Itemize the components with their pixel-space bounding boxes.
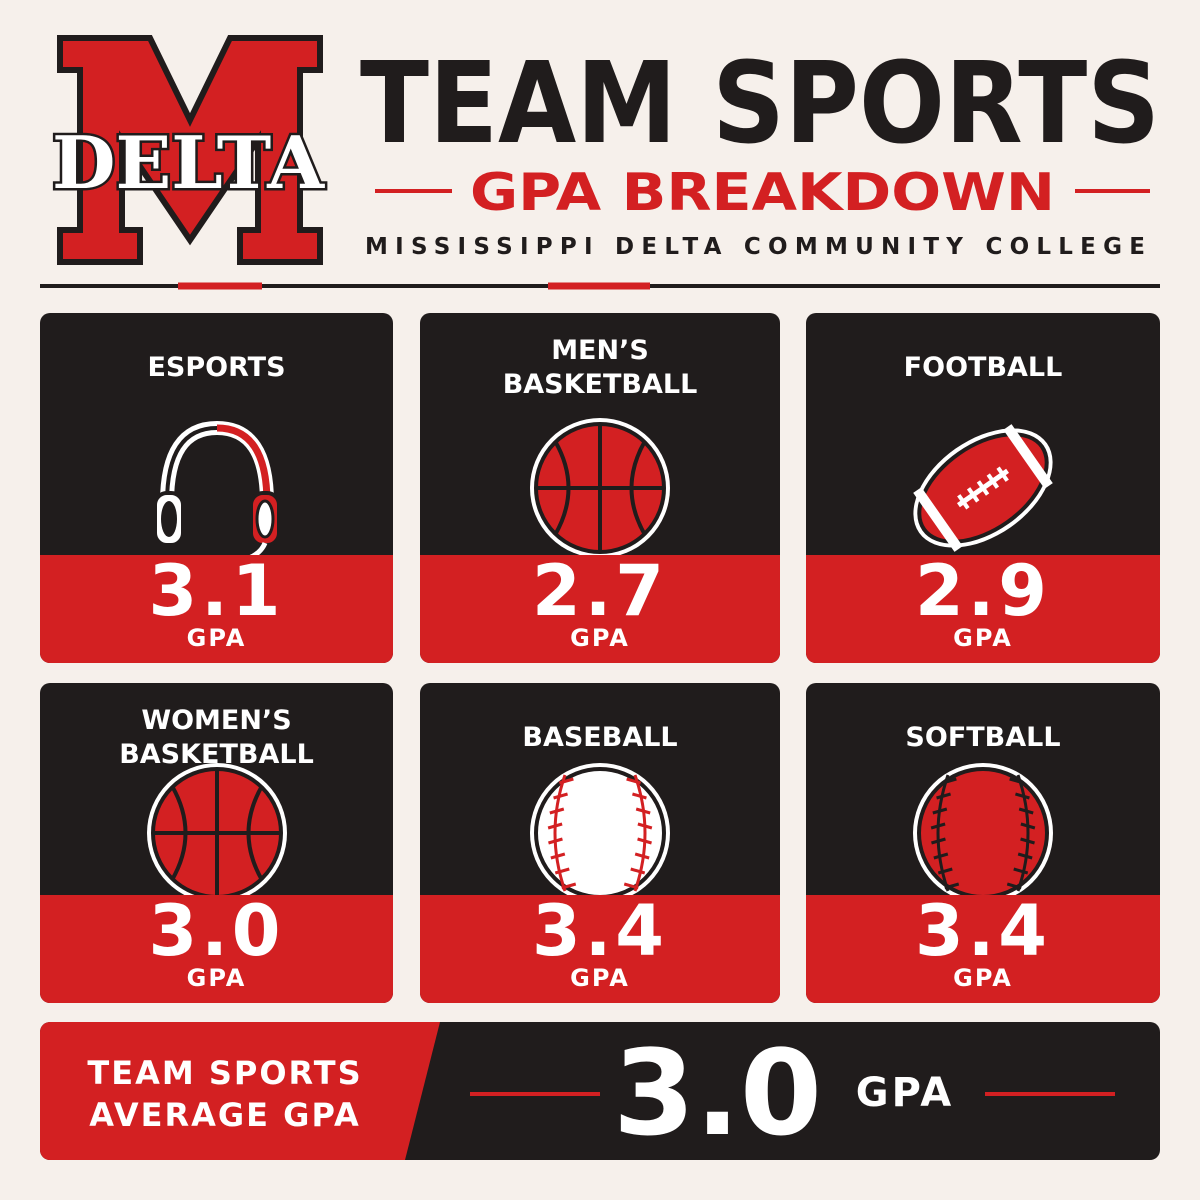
college: MISSISSIPPI DELTA COMMUNITY COLLEGE <box>365 234 1145 260</box>
value-band: 2.9 GPA <box>806 551 1160 663</box>
sport-card: MEN’S BASKETBALL 2.7 GPA <box>420 313 780 663</box>
sport-icon <box>913 424 1053 552</box>
gpa-unit: GPA <box>186 964 247 992</box>
value-band: 3.1 GPA <box>40 551 393 663</box>
sport-icon <box>146 763 287 903</box>
gpa-unit: GPA <box>570 624 630 652</box>
gpa-value: 3.4 <box>531 890 668 972</box>
sport-card: SOFTBALL 3.4 GPA <box>806 683 1160 1003</box>
logo-m <box>57 35 323 265</box>
value-band: 3.0 GPA <box>40 891 393 1003</box>
subtitle: GPA BREAKDOWN <box>470 163 1055 223</box>
gpa-unit: GPA <box>570 964 630 992</box>
sport-card: ESPORTS 3.1 GPA <box>40 313 393 663</box>
summary-value: 3.0 <box>612 1024 823 1162</box>
summary-unit: GPA <box>855 1070 955 1116</box>
summary-tab <box>50 1022 440 1160</box>
gpa-unit: GPA <box>186 624 247 652</box>
sport-name: SOFTBALL <box>905 722 1061 753</box>
gpa-value: 2.9 <box>914 550 1051 632</box>
gpa-value: 2.7 <box>531 550 668 632</box>
sport-name: FOOTBALL <box>903 352 1063 383</box>
value-band: 3.4 GPA <box>806 891 1160 1003</box>
sport-icon <box>913 763 1053 903</box>
sport-name: ESPORTS <box>147 352 286 383</box>
sport-card: FOOTBALL 2.9 GPA <box>806 313 1160 663</box>
title: TEAM SPORTS <box>360 39 1160 169</box>
gpa-unit: GPA <box>953 964 1013 992</box>
gpa-value: 3.0 <box>148 890 285 972</box>
sport-icon <box>530 418 670 558</box>
sport-name: MEN’S BASKETBALL <box>502 335 698 400</box>
value-band: 2.7 GPA <box>420 551 780 663</box>
sport-name: BASEBALL <box>522 722 678 753</box>
gpa-unit: GPA <box>953 624 1013 652</box>
sport-icon <box>530 763 670 903</box>
gpa-value: 3.4 <box>914 890 1051 972</box>
sport-card: WOMEN’S BASKETBALL 3.0 GPA <box>40 683 393 1003</box>
logo-text: DELTA <box>52 120 325 205</box>
value-band: 3.4 GPA <box>420 891 780 1003</box>
sport-icon <box>152 420 281 568</box>
gpa-value: 3.1 <box>148 550 285 632</box>
sport-card: BASEBALL 3.4 GPA <box>420 683 780 1003</box>
summary-label: TEAM SPORTS AVERAGE GPA <box>87 1054 363 1134</box>
summary-tab <box>40 1022 60 1160</box>
